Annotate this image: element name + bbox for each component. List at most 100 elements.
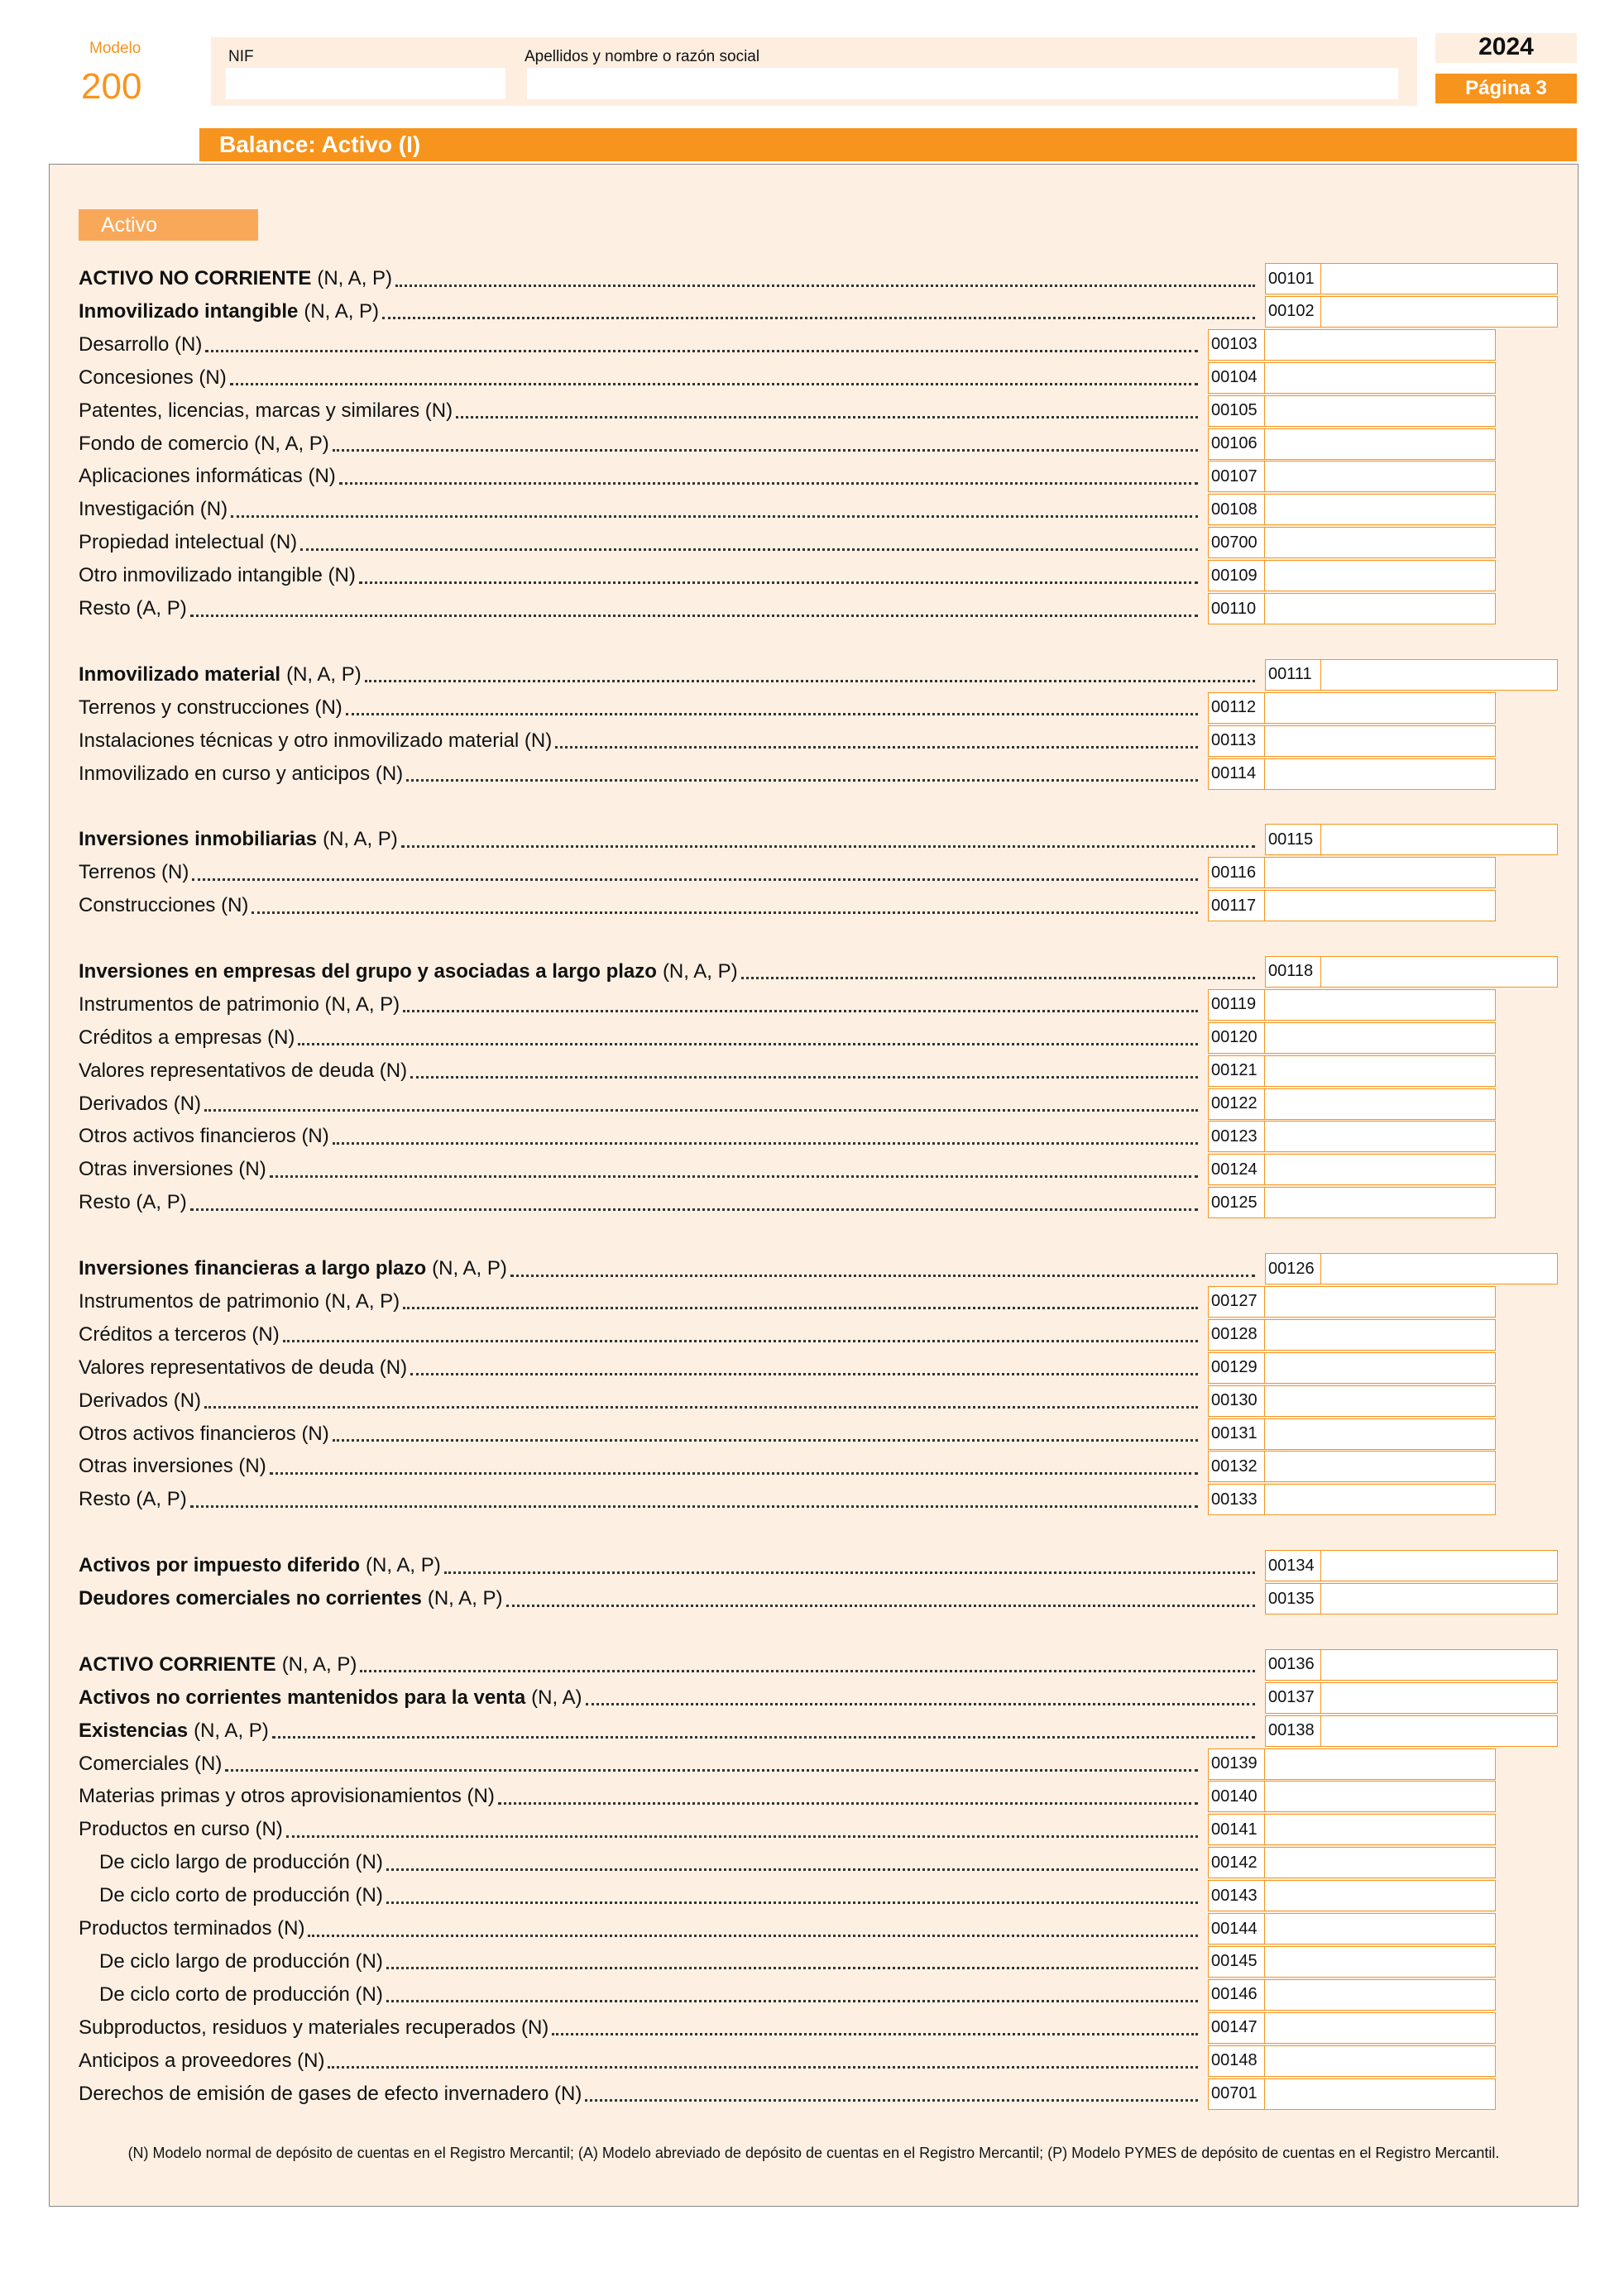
- value-field[interactable]: [1265, 988, 1496, 1021]
- value-field[interactable]: [1265, 1451, 1496, 1483]
- value-field[interactable]: [1265, 428, 1496, 460]
- year: 2024: [1435, 33, 1577, 63]
- row-label: Productos terminados (N): [79, 1917, 305, 1940]
- value-field[interactable]: [1265, 328, 1496, 361]
- sub-row: De ciclo corto de producción (N): [99, 1979, 1203, 2011]
- leader: [497, 1789, 1198, 1805]
- leader: [555, 733, 1198, 749]
- leader: [505, 1591, 1255, 1607]
- value-field[interactable]: [1265, 1154, 1496, 1186]
- row-label: Investigación (N): [79, 498, 228, 521]
- value-field[interactable]: [1321, 1648, 1558, 1681]
- sub-row: Otras inversiones (N): [79, 1451, 1203, 1482]
- value-field[interactable]: [1265, 1945, 1496, 1978]
- sub-row: Terrenos (N): [79, 857, 1203, 888]
- value-field[interactable]: [1265, 1847, 1496, 1879]
- value-field[interactable]: [1265, 1318, 1496, 1351]
- value-field[interactable]: [1265, 1088, 1496, 1120]
- row-label: Patentes, licencias, marcas y similares …: [79, 399, 453, 422]
- modelo-label: Modelo: [89, 40, 141, 57]
- value-field[interactable]: [1265, 1055, 1496, 1087]
- value-field[interactable]: [1265, 1385, 1496, 1417]
- tab: Activo: [79, 209, 258, 241]
- sub-row: De ciclo corto de producción (N): [99, 1880, 1203, 1911]
- value-field[interactable]: [1265, 1913, 1496, 1944]
- main-row: Inversiones inmobiliarias (N, A, P): [79, 824, 1260, 855]
- value-field[interactable]: [1321, 295, 1558, 328]
- leader: [298, 1030, 1198, 1046]
- leader: [410, 1360, 1198, 1376]
- value-field[interactable]: [1321, 824, 1558, 856]
- leader: [456, 403, 1198, 419]
- value-field[interactable]: [1265, 527, 1496, 559]
- main-row: Activos por impuesto diferido (N, A, P): [79, 1550, 1260, 1581]
- box-code: 00113: [1208, 725, 1265, 757]
- value-field[interactable]: [1265, 593, 1496, 624]
- value-field[interactable]: [1265, 2078, 1496, 2110]
- box-code: 00130: [1208, 1385, 1265, 1417]
- row-label: Concesiones (N): [79, 366, 227, 389]
- value-field[interactable]: [1265, 1187, 1496, 1219]
- leader: [189, 1195, 1198, 1211]
- name-field[interactable]: [527, 68, 1398, 99]
- row-label-bold: Inversiones financieras a largo plazo: [79, 1257, 427, 1280]
- box-code: 00132: [1208, 1451, 1265, 1483]
- value-field[interactable]: [1265, 1121, 1496, 1153]
- box-code: 00134: [1265, 1550, 1321, 1582]
- value-field[interactable]: [1265, 890, 1496, 922]
- box-code: 00118: [1265, 955, 1321, 988]
- sub-row: Comerciales (N): [79, 1748, 1203, 1780]
- leader: [403, 1294, 1198, 1310]
- page-number: Página 3: [1435, 74, 1577, 103]
- leader: [386, 1855, 1198, 1871]
- value-field[interactable]: [1265, 1351, 1496, 1384]
- value-field[interactable]: [1265, 2045, 1496, 2077]
- value-field[interactable]: [1265, 758, 1496, 790]
- value-field[interactable]: [1265, 1021, 1496, 1054]
- nif-field[interactable]: [226, 68, 505, 99]
- value-field[interactable]: [1265, 1418, 1496, 1450]
- sub-row: De ciclo largo de producción (N): [99, 1946, 1203, 1978]
- value-field[interactable]: [1265, 494, 1496, 526]
- leader: [332, 1129, 1198, 1145]
- value-field[interactable]: [1265, 1978, 1496, 2011]
- value-field[interactable]: [1265, 1880, 1496, 1912]
- box-code: 00144: [1208, 1913, 1265, 1944]
- value-field[interactable]: [1265, 1814, 1496, 1846]
- sub-row: Fondo de comercio (N, A, P): [79, 428, 1203, 460]
- value-field[interactable]: [1265, 857, 1496, 889]
- leader: [740, 964, 1255, 980]
- value-field[interactable]: [1265, 1781, 1496, 1813]
- value-field[interactable]: [1265, 1484, 1496, 1516]
- main-row: ACTIVO NO CORRIENTE (N, A, P): [79, 263, 1260, 294]
- value-field[interactable]: [1321, 1253, 1558, 1284]
- value-field[interactable]: [1321, 955, 1558, 988]
- value-field[interactable]: [1321, 1583, 1558, 1614]
- sub-row: De ciclo largo de producción (N): [99, 1847, 1203, 1878]
- value-field[interactable]: [1321, 1681, 1558, 1714]
- value-field[interactable]: [1265, 461, 1496, 493]
- main-row: Inmovilizado intangible (N, A, P): [79, 296, 1260, 328]
- value-field[interactable]: [1321, 263, 1558, 294]
- value-field[interactable]: [1321, 1715, 1558, 1747]
- value-field[interactable]: [1265, 560, 1496, 592]
- leader: [229, 370, 1198, 386]
- leader: [189, 601, 1198, 617]
- value-field[interactable]: [1321, 1550, 1558, 1582]
- value-field[interactable]: [1265, 691, 1496, 724]
- sub-row: Instrumentos de patrimonio (N, A, P): [79, 989, 1203, 1021]
- box-code: 00114: [1208, 758, 1265, 790]
- value-field[interactable]: [1265, 2011, 1496, 2044]
- value-field[interactable]: [1321, 658, 1558, 691]
- main-row: Inmovilizado material (N, A, P): [79, 659, 1260, 691]
- value-field[interactable]: [1265, 725, 1496, 757]
- leader: [443, 1558, 1255, 1574]
- value-field[interactable]: [1265, 1285, 1496, 1318]
- value-field[interactable]: [1265, 361, 1496, 394]
- value-field[interactable]: [1265, 395, 1496, 427]
- leader: [285, 1822, 1198, 1838]
- row-label: Terrenos y construcciones (N): [79, 696, 343, 719]
- row-label-bold: Activos por impuesto diferido: [79, 1554, 361, 1577]
- value-field[interactable]: [1265, 1748, 1496, 1780]
